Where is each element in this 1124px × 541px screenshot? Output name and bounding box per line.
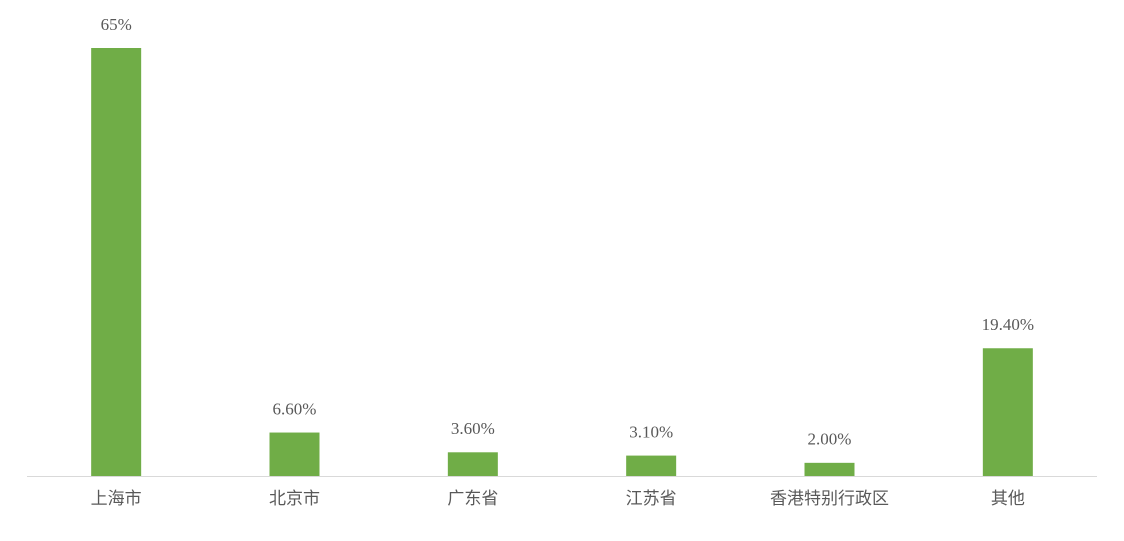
data-label: 19.40% — [982, 315, 1034, 334]
x-tick-label: 其他 — [991, 489, 1025, 508]
bar — [91, 48, 142, 476]
data-label: 3.10% — [629, 422, 673, 441]
x-tick-label: 香港特别行政区 — [770, 489, 889, 508]
bar — [447, 452, 498, 476]
data-label: 65% — [101, 15, 132, 34]
bar — [804, 462, 855, 476]
data-label: 6.60% — [273, 399, 317, 418]
x-tick-label: 江苏省 — [626, 489, 677, 508]
data-label: 2.00% — [808, 430, 852, 449]
data-label: 3.60% — [451, 419, 495, 438]
x-tick-label: 北京市 — [269, 489, 320, 508]
bar — [626, 455, 677, 476]
x-tick-label: 上海市 — [91, 489, 142, 508]
x-tick-label: 广东省 — [447, 489, 498, 508]
bar — [982, 348, 1033, 476]
bar — [269, 432, 320, 476]
